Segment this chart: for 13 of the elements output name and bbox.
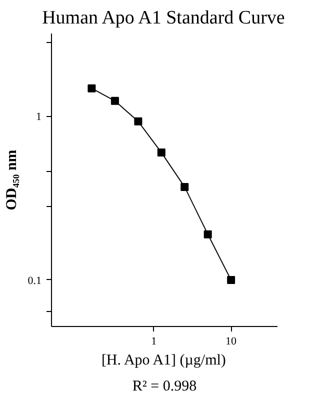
chart-title: Human Apo A1 Standard Curve <box>42 8 285 28</box>
x-tick-label: 10 <box>226 336 238 348</box>
point <box>88 84 96 92</box>
point <box>180 182 189 191</box>
y-axis-title: OD₄₅₀ nm <box>4 149 20 210</box>
y-tick-label: 0.1 <box>28 274 42 287</box>
point <box>134 117 142 126</box>
point <box>204 230 212 238</box>
point <box>110 96 119 105</box>
text: R² = 0.998 <box>132 378 197 394</box>
point <box>227 276 236 284</box>
x-axis-title: [H. Apo A1] (µg/ml) <box>101 352 226 368</box>
point <box>157 148 166 157</box>
